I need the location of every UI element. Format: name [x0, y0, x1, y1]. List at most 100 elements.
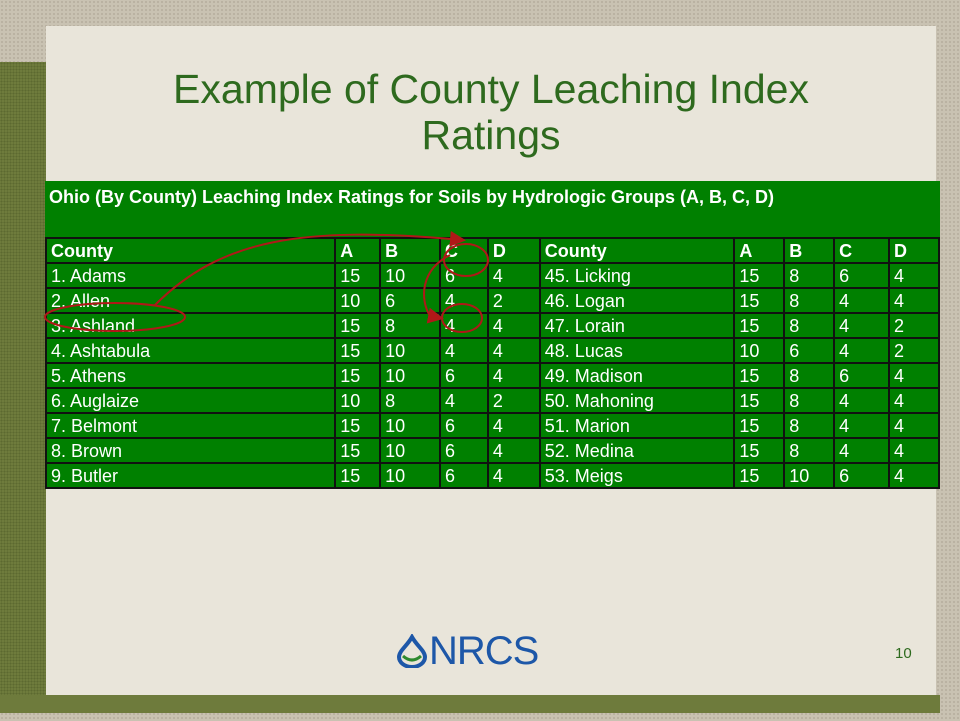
table-cell: 8	[783, 387, 836, 414]
table-cell: 6	[439, 437, 489, 464]
table-cell: 8	[783, 362, 836, 389]
table-cell: 4	[833, 437, 891, 464]
table-cell: 4	[486, 262, 541, 289]
table-cell: 52. Medina	[538, 437, 736, 464]
table-cell: 46. Logan	[538, 287, 736, 314]
table-cell: 8	[379, 387, 442, 414]
table-cell: 2	[486, 387, 541, 414]
table-row: 1. Adams 15 10 6 4 45. Licking 15 8 6 4	[44, 262, 940, 289]
page-number: 10	[895, 645, 912, 662]
table-cell: 6	[439, 462, 489, 489]
table-cell: 4	[439, 337, 489, 364]
table-cell: 4	[888, 412, 940, 439]
table-cell: 15	[733, 262, 786, 289]
table-cell: 8	[783, 287, 836, 314]
table-cell: 2	[486, 287, 541, 314]
table-cell: 53. Meigs	[538, 462, 736, 489]
table-cell: 4	[833, 312, 891, 339]
table-cell: 4	[439, 312, 489, 339]
table-cell: 4	[486, 462, 541, 489]
logo-text: NRCS	[429, 628, 539, 673]
table-row: 2. Allen 10 6 4 2 46. Logan 15 8 4 4	[44, 287, 940, 314]
table-cell: D	[486, 237, 541, 264]
table-cell: D	[888, 237, 940, 264]
table-cell: 10	[379, 262, 442, 289]
table-cell: 4	[833, 412, 891, 439]
table-cell: A	[334, 237, 382, 264]
table-cell: 4	[833, 287, 891, 314]
decor-strip	[0, 62, 46, 712]
table-row: 9. Butler 15 10 6 4 53. Meigs 15 10 6 4	[44, 462, 940, 489]
table-cell: 15	[334, 262, 382, 289]
table-cell: 50. Mahoning	[538, 387, 736, 414]
table-cell: 8	[783, 312, 836, 339]
table-cell: 4	[439, 387, 489, 414]
table-cell: 15	[334, 362, 382, 389]
table-cell: 15	[334, 462, 382, 489]
slide-title: Example of County Leaching Index Ratings	[46, 66, 936, 158]
table-cell: 47. Lorain	[538, 312, 736, 339]
table-cell: C	[833, 237, 891, 264]
table-row: 4. Ashtabula 15 10 4 4 48. Lucas 10 6 4 2	[44, 337, 940, 364]
table-cell: 8	[783, 412, 836, 439]
table-cell: 15	[733, 362, 786, 389]
table-cell: 4	[833, 387, 891, 414]
table-cell: 15	[733, 462, 786, 489]
table-cell: 4	[486, 412, 541, 439]
table-cell: 6	[833, 362, 891, 389]
logo: NRCS	[395, 626, 539, 676]
table-cell: 2	[888, 312, 940, 339]
table-cell: 15	[334, 312, 382, 339]
table-cell: 10	[379, 362, 442, 389]
highlight	[443, 243, 489, 277]
table-cell: 15	[733, 437, 786, 464]
title-line: Ratings	[421, 112, 561, 158]
table-cell: 4	[888, 387, 940, 414]
table-cell: 4	[486, 362, 541, 389]
table-cell: 10	[733, 337, 786, 364]
table-cell: 49. Madison	[538, 362, 736, 389]
table-cell: 4	[486, 337, 541, 364]
table-cell: 4	[888, 462, 940, 489]
table-cell: 4	[486, 437, 541, 464]
table-cell: 10	[783, 462, 836, 489]
table-cell: 4	[888, 287, 940, 314]
table-cell: 10	[379, 337, 442, 364]
table-cell: 6. Auglaize	[44, 387, 337, 414]
table-cell: 15	[334, 412, 382, 439]
table-cell: 10	[379, 412, 442, 439]
table-cell: 10	[379, 462, 442, 489]
table-cell: 6	[439, 362, 489, 389]
table-row: 5. Athens 15 10 6 4 49. Madison 15 8 6 4	[44, 362, 940, 389]
table-cell: 45. Licking	[538, 262, 736, 289]
table-row: 8. Brown 15 10 6 4 52. Medina 15 8 4 4	[44, 437, 940, 464]
table-cell: 4	[888, 262, 940, 289]
table-cell: 15	[334, 437, 382, 464]
logo-icon	[396, 634, 428, 668]
highlight	[44, 302, 186, 332]
table-cell: 5. Athens	[44, 362, 337, 389]
table-cell: 8. Brown	[44, 437, 337, 464]
table-row: 7. Belmont 15 10 6 4 51. Marion 15 8 4 4	[44, 412, 940, 439]
decor-strip	[0, 695, 940, 713]
arrow	[154, 230, 466, 306]
table-cell: 6	[439, 262, 489, 289]
table-cell: 7. Belmont	[44, 412, 337, 439]
table-row: 3. Ashland 15 8 4 4 47. Lorain 15 8 4 2	[44, 312, 940, 339]
table-cell: 6	[833, 262, 891, 289]
table-cell: 4	[888, 437, 940, 464]
table-cell: 6	[833, 462, 891, 489]
table-cell: County	[44, 237, 337, 264]
table-cell: A	[733, 237, 786, 264]
table-cell: 15	[733, 312, 786, 339]
table-cell: 4	[833, 337, 891, 364]
table-cell: 2	[888, 337, 940, 364]
table-cell: 15	[334, 337, 382, 364]
table-cell: 4	[888, 362, 940, 389]
table-cell: 8	[783, 262, 836, 289]
table-cell: 51. Marion	[538, 412, 736, 439]
table-cell: 48. Lucas	[538, 337, 736, 364]
table-cell: 2. Allen	[44, 287, 337, 314]
